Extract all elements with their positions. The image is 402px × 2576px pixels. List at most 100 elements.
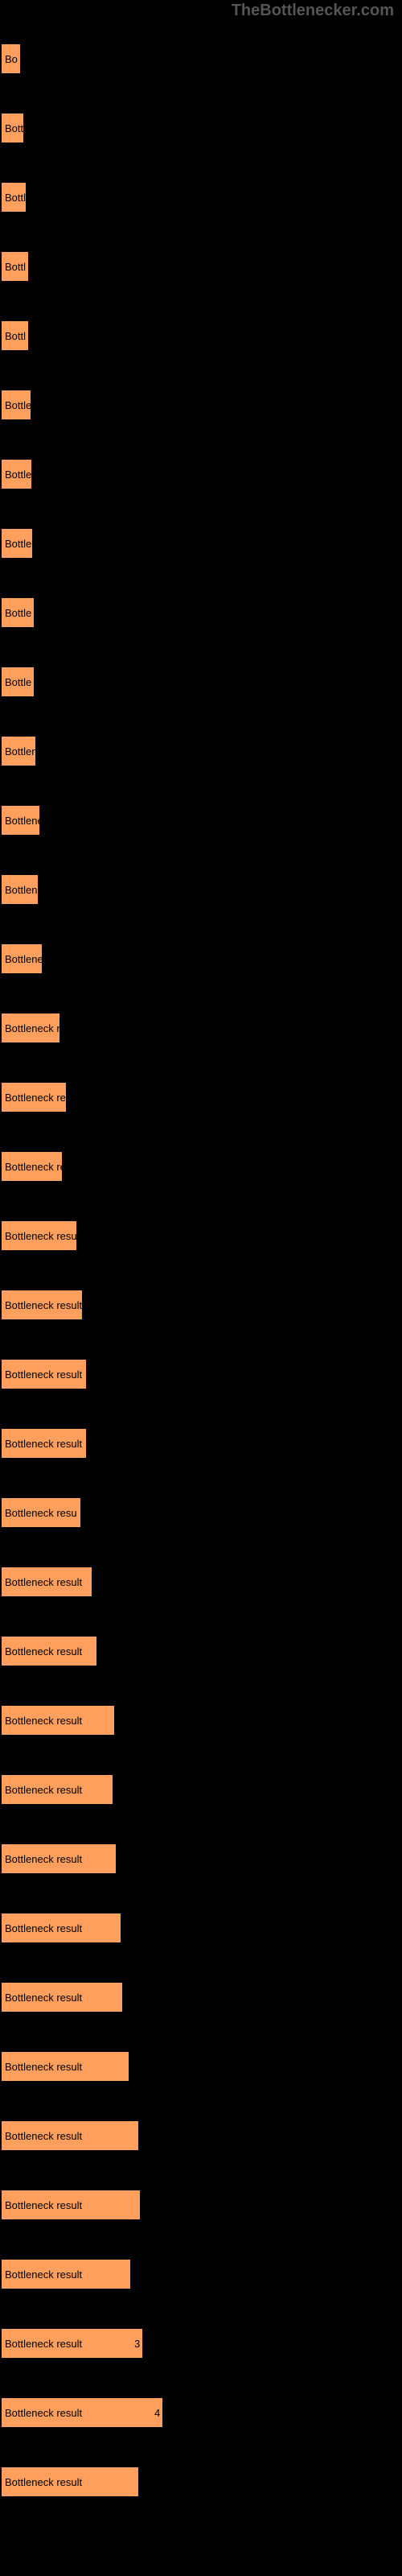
bar-row: Bottleneck re [2,1132,402,1201]
bar: Bottle [2,390,31,419]
bar-label: Bottleneck result [5,1299,82,1311]
bar: Bottl [2,252,28,281]
bar-row: Bottle [2,578,402,647]
bar: Bottlen [2,875,38,904]
bar-row: Bottleneck result 3 [2,2309,402,2378]
bar-label: Bottleneck result [5,2130,82,2142]
bar: Bottlene [2,806,39,835]
bar-row: Bottleneck result [2,2447,402,2516]
bar-label: Bottlen [5,745,37,758]
bar-row: Bottleneck result4 [2,2378,402,2447]
bar-label: Bottleneck result [5,1853,82,1865]
bar: Bottleneck r [2,1013,59,1042]
bar-label: Bottlene [5,953,43,965]
bar: Bottleneck result [2,1221,76,1250]
bar-row: Bottleneck result [2,1755,402,1824]
bar-label: Bottl [5,261,26,273]
bar-row: Bottle [2,509,402,578]
bar: Bottleneck result4 [2,2398,162,2427]
bar-row: Bottleneck result [2,2101,402,2170]
bar: Bottlene [2,944,42,973]
bar: Bottl [2,183,26,212]
bar-label: Bottleneck result [5,1922,82,1934]
bar-row: Bottleneck result [2,2032,402,2101]
bar-label: Bottleneck result [5,1992,82,2004]
bar-label: Bottle [5,607,31,619]
bar-value: 3 [134,2338,140,2350]
bar-row: Bottleneck result [2,1547,402,1616]
bar: Bottleneck resu [2,1498,80,1527]
bar-label: Bottlene [5,815,43,827]
bar: Bottle [2,529,32,558]
bar-row: Bottleneck result [2,1201,402,1270]
bar: Bottleneck result [2,1983,122,2012]
bar: Bottleneck result [2,2121,138,2150]
bar: Bottl [2,321,28,350]
bar-row: Bottl [2,232,402,301]
bar: Bottleneck result [2,1913,121,1942]
bar: Bottleneck result [2,2052,129,2081]
bar: Bottleneck result [2,1083,66,1112]
bar-row: Bottl [2,301,402,370]
bar-label: Bottleneck result [5,1092,82,1104]
bar-label: Bottle [5,469,31,481]
bar-label: Bottleneck result [5,1438,82,1450]
bar: Bottleneck result [2,1290,82,1319]
bar-label: Bottleneck result [5,2268,82,2281]
bar-row: Bottl [2,163,402,232]
bar: Bottleneck result [2,1637,96,1666]
bar-label: Bottleneck resu [5,1507,77,1519]
bar-label: Bottle [5,676,31,688]
bar-row: Bo [2,24,402,93]
bar-label: Bottleneck result [5,2338,82,2350]
bar-row: Bottleneck result [2,1340,402,1409]
bar-label: Bott [5,122,23,134]
bar-row: Bottleneck resu [2,1478,402,1547]
bar-label: Bottleneck result [5,1645,82,1657]
bar-label: Bottleneck result [5,1715,82,1727]
bar: Bottlen [2,737,35,766]
bar: Bottleneck result [2,1360,86,1389]
bar-row: Bottlen [2,716,402,786]
bar-label: Bottleneck result [5,1230,82,1242]
bar-label: Bottlen [5,884,37,896]
bar-row: Bottleneck r [2,993,402,1063]
bar-label: Bottleneck result [5,1368,82,1381]
bar: Bottleneck result [2,2260,130,2289]
bar-label: Bottleneck result [5,2061,82,2073]
bar-row: Bottleneck result [2,1409,402,1478]
bar-row: Bottlene [2,924,402,993]
bar-label: Bottleneck r [5,1022,60,1034]
bar-label: Bottleneck result [5,2407,82,2419]
bar: Bottle [2,460,31,489]
bar-label: Bottleneck result [5,2199,82,2211]
bar-label: Bottleneck re [5,1161,66,1173]
bar: Bottle [2,598,34,627]
bar: Bottleneck result [2,1844,116,1873]
bar-row: Bottleneck result [2,1616,402,1686]
bar-row: Bottle [2,440,402,509]
bar-row: Bottleneck result [2,2170,402,2240]
bar-label: Bottleneck result [5,2476,82,2488]
bar: Bott [2,114,23,142]
bar: Bo [2,44,20,73]
bar-row: Bottle [2,647,402,716]
bar-label: Bottleneck result [5,1576,82,1588]
bar-row: Bottlene [2,786,402,855]
bar-row: Bottleneck result [2,1824,402,1893]
bar-row: Bott [2,93,402,163]
bar-row: Bottleneck result [2,1963,402,2032]
bar: Bottleneck result [2,1706,114,1735]
bar: Bottleneck re [2,1152,62,1181]
bar-label: Bottl [5,192,26,204]
bar: Bottleneck result [2,2467,138,2496]
bar: Bottleneck result 3 [2,2329,142,2358]
watermark-text: TheBottlenecker.com [232,2,394,20]
bar: Bottleneck result [2,2190,140,2219]
bar-row: Bottleneck result [2,1270,402,1340]
bar: Bottleneck result [2,1429,86,1458]
bar-row: Bottle [2,370,402,440]
bar-label: Bottl [5,330,26,342]
bar-row: Bottleneck result [2,1893,402,1963]
bar-label: Bottle [5,399,31,411]
